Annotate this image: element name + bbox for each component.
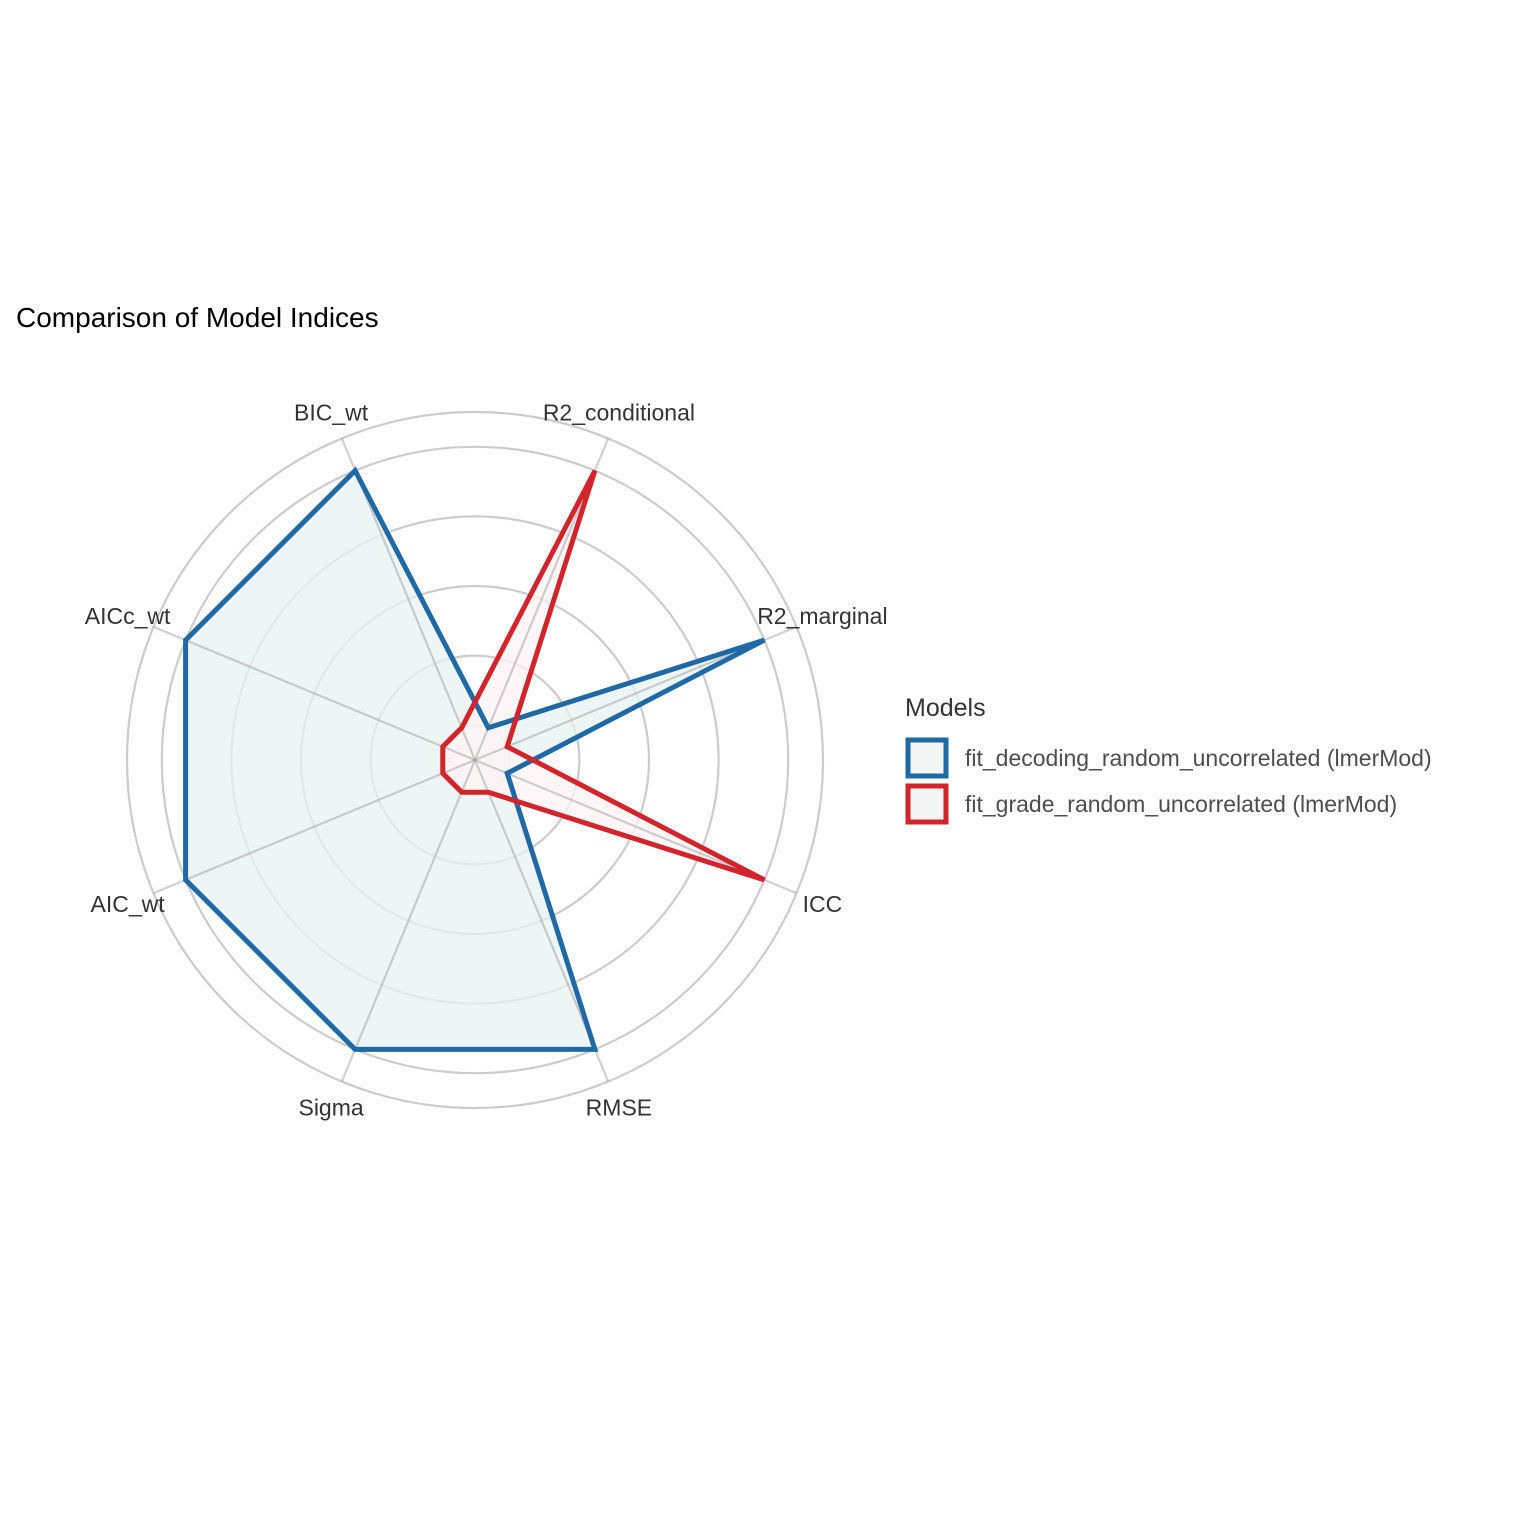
axis-label-ICC: ICC (803, 891, 843, 917)
series-lines (183, 466, 766, 1052)
axis-label-RMSE: RMSE (586, 1094, 652, 1120)
axis-label-Sigma: Sigma (298, 1094, 363, 1120)
grid-circle-4 (160, 445, 790, 1075)
legend-key-0 (905, 737, 949, 779)
chart-title: Comparison of Model Indices (16, 302, 379, 333)
grid-circle-5 (125, 410, 825, 1110)
series-line-0 (183, 466, 766, 1052)
spoke-Sigma (340, 759, 477, 1082)
spoke-AICc_wt (153, 625, 476, 762)
legend-label-1: fit_grade_random_uncorrelated (lmerMod) (965, 791, 1397, 817)
axis-label-BIC_wt: BIC_wt (294, 400, 369, 426)
axis-label-R2_marginal: R2_marginal (757, 603, 887, 629)
series-fill-1 (442, 470, 765, 880)
spoke-AIC_wt (153, 758, 476, 895)
series-line-1 (440, 469, 766, 883)
legend: Models fit_decoding_random_uncorrelated … (905, 694, 1432, 825)
legend-title: Models (905, 694, 986, 722)
axis-label-AICc_wt: AICc_wt (85, 603, 171, 629)
legend-label-0: fit_decoding_random_uncorrelated (lmerMo… (965, 745, 1432, 771)
axis-label-AIC_wt: AIC_wt (91, 891, 166, 917)
legend-key-1 (905, 783, 949, 825)
axis-labels: R2_conditional R2_marginal ICC RMSE Sigma AIC… (85, 400, 888, 1121)
series-fills (185, 470, 765, 1050)
axis-label-R2_conditional: R2_conditional (543, 400, 695, 426)
